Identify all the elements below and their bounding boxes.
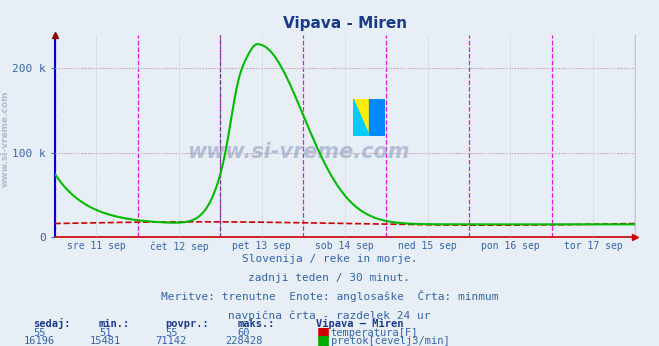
Text: www.si-vreme.com: www.si-vreme.com: [1, 90, 10, 186]
Text: maks.:: maks.:: [237, 319, 275, 329]
Text: Meritve: trenutne  Enote: anglosaške  Črta: minmum: Meritve: trenutne Enote: anglosaške Črta…: [161, 290, 498, 302]
Text: povpr.:: povpr.:: [165, 319, 208, 329]
Text: sedaj:: sedaj:: [33, 318, 71, 329]
Bar: [369, 99, 386, 136]
Text: www.si-vreme.com: www.si-vreme.com: [187, 142, 410, 162]
Text: 71142: 71142: [156, 336, 187, 346]
Title: Vipava - Miren: Vipava - Miren: [283, 16, 407, 31]
Text: zadnji teden / 30 minut.: zadnji teden / 30 minut.: [248, 273, 411, 283]
Text: 55: 55: [165, 328, 177, 338]
Text: pretok[čevelj3/min]: pretok[čevelj3/min]: [331, 336, 449, 346]
Text: 55: 55: [34, 328, 45, 338]
Text: Vipava – Miren: Vipava – Miren: [316, 319, 404, 329]
Text: 16196: 16196: [24, 336, 55, 346]
Text: temperatura[F]: temperatura[F]: [331, 328, 418, 338]
Text: 51: 51: [100, 328, 111, 338]
Text: min.:: min.:: [99, 319, 130, 329]
Text: ■: ■: [316, 333, 330, 346]
Text: ■: ■: [316, 325, 330, 339]
Text: 60: 60: [238, 328, 250, 338]
Text: 15481: 15481: [90, 336, 121, 346]
Polygon shape: [353, 99, 369, 136]
Text: Slovenija / reke in morje.: Slovenija / reke in morje.: [242, 254, 417, 264]
Bar: [353, 99, 369, 136]
Text: navpična črta - razdelek 24 ur: navpična črta - razdelek 24 ur: [228, 311, 431, 321]
Text: 228428: 228428: [225, 336, 262, 346]
